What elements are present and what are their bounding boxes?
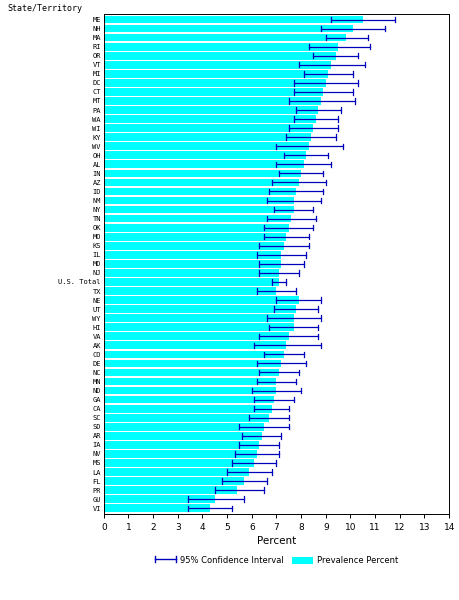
Bar bbox=[104, 414, 269, 422]
Bar bbox=[104, 269, 279, 277]
Bar bbox=[104, 179, 299, 186]
Bar bbox=[104, 450, 257, 458]
Bar bbox=[104, 34, 346, 41]
Bar bbox=[104, 25, 353, 32]
Bar bbox=[104, 496, 215, 503]
Bar bbox=[104, 323, 294, 331]
Bar bbox=[104, 88, 323, 96]
Bar bbox=[104, 387, 276, 394]
Bar bbox=[104, 242, 284, 250]
Bar bbox=[104, 278, 279, 286]
Bar bbox=[104, 287, 276, 295]
Bar bbox=[104, 332, 289, 340]
Bar bbox=[104, 314, 294, 322]
X-axis label: Percent: Percent bbox=[257, 536, 296, 546]
Bar bbox=[104, 296, 299, 304]
Bar bbox=[104, 377, 276, 385]
Bar bbox=[104, 206, 294, 214]
Bar bbox=[104, 505, 210, 512]
Bar bbox=[104, 468, 249, 476]
Bar bbox=[104, 70, 328, 77]
Bar bbox=[104, 160, 303, 168]
Bar bbox=[104, 350, 284, 358]
Bar bbox=[104, 396, 274, 403]
Bar bbox=[104, 215, 291, 223]
Bar bbox=[104, 305, 296, 313]
Bar bbox=[104, 233, 286, 241]
Text: State/Territory: State/Territory bbox=[7, 4, 82, 13]
Bar bbox=[104, 188, 296, 196]
Bar bbox=[104, 97, 321, 105]
Bar bbox=[104, 477, 244, 485]
Bar bbox=[104, 106, 319, 114]
Bar bbox=[104, 423, 264, 431]
Bar bbox=[104, 441, 259, 449]
Legend: 95% Confidence Interval, Prevalence Percent: 95% Confidence Interval, Prevalence Perc… bbox=[151, 553, 402, 568]
Bar bbox=[104, 341, 286, 349]
Bar bbox=[104, 79, 326, 87]
Bar bbox=[104, 115, 316, 123]
Bar bbox=[104, 368, 279, 376]
Bar bbox=[104, 16, 363, 23]
Bar bbox=[104, 359, 281, 367]
Bar bbox=[104, 432, 262, 440]
Bar bbox=[104, 459, 254, 467]
Bar bbox=[104, 43, 338, 50]
Bar bbox=[104, 133, 311, 141]
Bar bbox=[104, 405, 272, 413]
Bar bbox=[104, 251, 281, 259]
Bar bbox=[104, 52, 336, 59]
Bar bbox=[104, 486, 237, 494]
Bar bbox=[104, 260, 281, 268]
Bar bbox=[104, 142, 308, 150]
Bar bbox=[104, 151, 306, 159]
Bar bbox=[104, 61, 331, 68]
Bar bbox=[104, 197, 294, 205]
Bar bbox=[104, 170, 301, 177]
Bar bbox=[104, 224, 289, 232]
Bar bbox=[104, 124, 313, 132]
